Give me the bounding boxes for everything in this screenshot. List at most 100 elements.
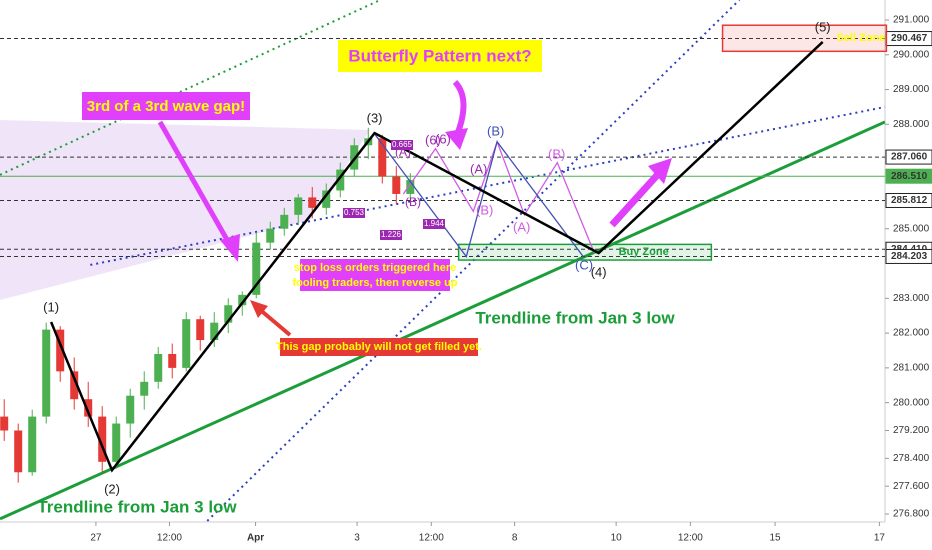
candle-body	[266, 228, 275, 243]
candle-body	[252, 242, 261, 295]
y-tick-label: 290.000	[893, 49, 930, 60]
x-tick-label: 10	[611, 533, 623, 544]
candle-body	[224, 305, 233, 323]
y-tick-label: 283.000	[893, 293, 930, 304]
wave-label: (5)	[815, 19, 831, 34]
wave-label: (2)	[104, 482, 120, 497]
wave-label: (3)	[367, 111, 383, 126]
wave-label: (1)	[43, 299, 59, 314]
trendline	[0, 120, 886, 521]
fib-ratio: 0.753	[344, 208, 365, 217]
arrow-head	[250, 300, 268, 318]
arrow	[256, 306, 292, 337]
trendline-note: Trendline from Jan 3 low	[37, 497, 237, 516]
x-tick-label: 15	[770, 533, 782, 544]
wave-label: (4)	[591, 265, 607, 280]
y-tick-label: 288.000	[893, 119, 930, 130]
price-level-label: 286.510	[891, 171, 928, 182]
x-tick-label: 12:00	[419, 533, 444, 544]
stoploss-box	[300, 259, 450, 291]
x-tick-label: 3	[354, 533, 360, 544]
projection	[374, 134, 584, 259]
wave-label: (B)	[487, 123, 504, 138]
butterfly-note: Butterfly Pattern next?	[348, 46, 531, 65]
zone-label: Sell Zone	[836, 32, 885, 44]
arrow	[157, 120, 233, 247]
y-tick-label: 291.000	[893, 15, 930, 26]
overlay: Butterfly Pattern next? 3rd of a 3rd wav…	[37, 40, 675, 516]
fib-ratio: 1.944	[424, 219, 445, 228]
wave-label: (B)	[405, 195, 421, 209]
price-level-box	[885, 149, 932, 165]
candle-body	[56, 329, 65, 372]
price-level-label: 290.467	[891, 33, 928, 44]
notfilled-note: This gap probably will not get filled ye…	[276, 341, 482, 353]
butterfly-box	[338, 40, 542, 72]
trendline-note: Trendline from Jan 3 low	[475, 308, 675, 327]
wave-path	[49, 41, 824, 473]
stoploss-note: stop loss orders triggered here	[294, 262, 457, 274]
price-level-label: 285.812	[891, 195, 928, 206]
wave-label: (C)	[575, 257, 593, 272]
candle-body	[70, 371, 79, 400]
stoploss-note: fooling traders, then reverse up	[292, 277, 457, 289]
candle-body	[28, 416, 37, 473]
wave-label: (B)	[476, 202, 493, 217]
pattern-fill	[0, 120, 370, 300]
y-tick-label: 282.000	[893, 328, 930, 339]
candle-body	[322, 190, 331, 208]
arrow-head	[648, 158, 672, 184]
candle-body	[378, 138, 387, 177]
arrow-head	[220, 234, 240, 262]
candle-body	[280, 214, 289, 229]
fib-box	[423, 219, 445, 229]
x-tick-label: Apr	[247, 533, 264, 544]
candle-body	[126, 395, 135, 424]
candle-body	[112, 423, 121, 462]
gap-note: 3rd of a 3rd wave gap!	[87, 98, 245, 115]
wave-label: (6)	[425, 132, 441, 147]
fib-box	[343, 208, 365, 218]
x-tick-label: 17	[874, 533, 886, 544]
candle-body	[210, 322, 219, 341]
wave-label: (A)	[513, 219, 530, 234]
candle-body	[182, 319, 191, 368]
price-level-box	[885, 248, 932, 264]
y-tick-label: 281.000	[893, 363, 930, 374]
x-tick-label: 12:00	[157, 533, 182, 544]
fib-box	[380, 230, 402, 240]
fib-ratio: 1.226	[381, 230, 402, 239]
x-tick-label: 27	[90, 533, 102, 544]
y-tick-label: 285.000	[893, 223, 930, 234]
candle-body	[168, 353, 177, 368]
price-level-box	[885, 168, 932, 184]
y-tick-label: 279.200	[893, 425, 930, 436]
price-level-box	[885, 192, 932, 208]
y-tick-label: 289.000	[893, 84, 930, 95]
candle-body	[196, 319, 205, 341]
wave-label: (6)	[435, 131, 451, 146]
wave-label: (A)	[470, 161, 487, 176]
zone-label: Buy Zone	[619, 246, 669, 258]
candle-body	[42, 329, 51, 417]
candle-body	[140, 381, 149, 396]
y-tick-label: 278.400	[893, 453, 930, 464]
candle-body	[0, 416, 9, 431]
candle-body	[406, 180, 415, 194]
candle-body	[392, 176, 401, 194]
fib-box	[391, 140, 413, 150]
arrow-head	[445, 128, 468, 150]
x-tick-label: 12:00	[678, 533, 703, 544]
arrow	[609, 169, 663, 228]
price-level-label: 284.203	[891, 251, 928, 262]
candle-body	[294, 197, 303, 215]
candle-body	[98, 416, 107, 462]
gap-box	[82, 92, 250, 120]
trendline	[0, 0, 381, 176]
fib-ratio: 0.665	[392, 140, 413, 149]
candle-body	[154, 353, 163, 382]
y-tick-label: 276.800	[893, 509, 930, 520]
